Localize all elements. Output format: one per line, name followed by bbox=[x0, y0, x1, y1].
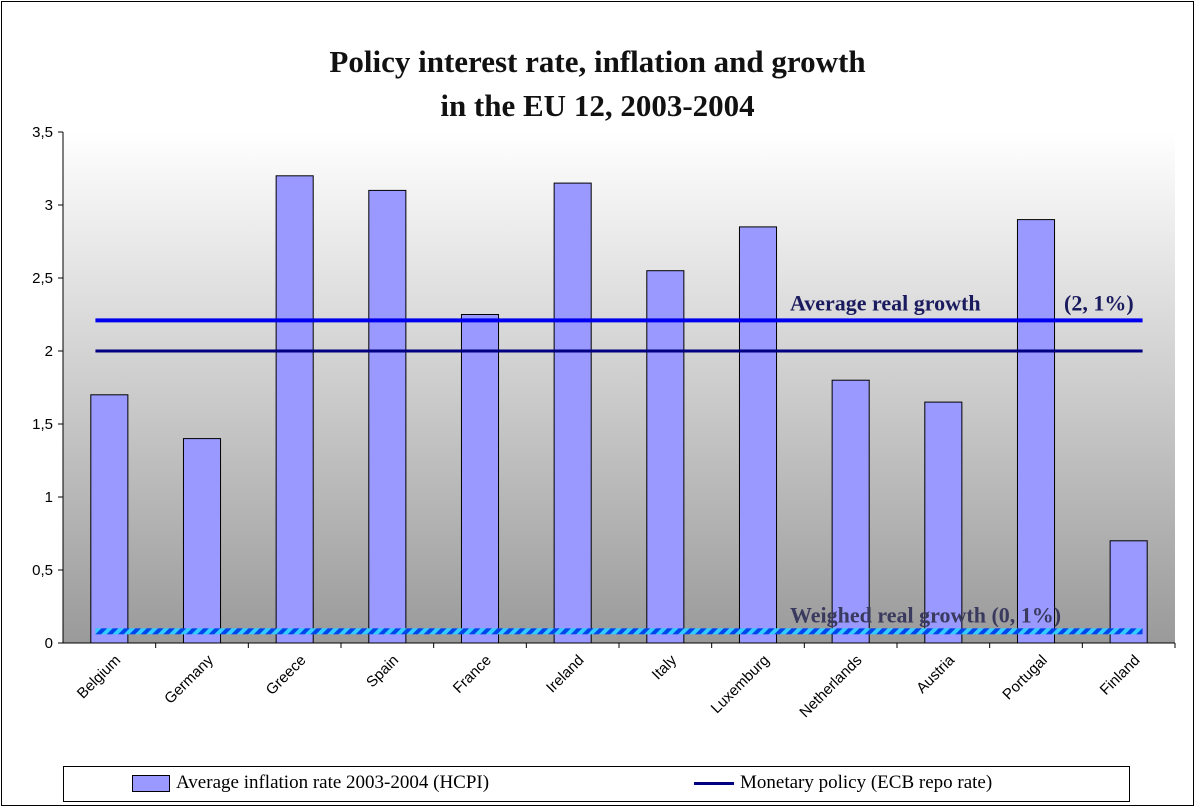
legend-label-inflation: Average inflation rate 2003-2004 (HCPI) bbox=[176, 772, 490, 793]
x-tick-label: Spain bbox=[363, 652, 402, 691]
legend-swatch-bar bbox=[132, 774, 170, 792]
y-tick-label: 0,5 bbox=[32, 562, 53, 579]
bar-portugal bbox=[1016, 219, 1056, 644]
average-real-growth-value: (2, 1%) bbox=[1064, 290, 1134, 315]
weighed-real-growth-label: Weighed real growth (0, 1%) bbox=[790, 602, 1061, 627]
chart-title-line-2: in the EU 12, 2003-2004 bbox=[440, 88, 755, 123]
bar-netherlands bbox=[831, 379, 870, 644]
x-tick-label: France bbox=[450, 652, 495, 697]
x-tick-label: Netherlands bbox=[796, 652, 865, 721]
x-tick-label: Italy bbox=[649, 651, 681, 683]
bar-belgium bbox=[90, 394, 129, 644]
y-tick-label: 2,5 bbox=[32, 270, 53, 287]
bar-france bbox=[460, 314, 500, 644]
bar-greece bbox=[275, 175, 314, 644]
bar-luxemburg bbox=[738, 226, 778, 644]
y-tick-label: 3 bbox=[45, 197, 53, 214]
legend: Average inflation rate 2003-2004 (HCPI) … bbox=[63, 766, 1130, 802]
bar-finland bbox=[1109, 540, 1148, 644]
bar-spain bbox=[368, 189, 407, 644]
x-tick-label: Ireland bbox=[543, 652, 587, 696]
plot-area bbox=[63, 132, 1175, 643]
y-tick-label: 0 bbox=[45, 635, 53, 652]
x-tick-label: Germany bbox=[161, 651, 217, 707]
chart-title-line-1: Policy interest rate, inflation and grow… bbox=[329, 44, 866, 79]
bar-germany bbox=[182, 438, 222, 644]
y-tick-label: 3,5 bbox=[32, 124, 53, 141]
legend-item-ecb: Monetary policy (ECB repo rate) bbox=[694, 772, 992, 794]
x-tick-label: Greece bbox=[263, 652, 310, 699]
y-tick-label: 2 bbox=[45, 343, 53, 360]
bar-austria bbox=[924, 401, 963, 644]
legend-item-inflation: Average inflation rate 2003-2004 (HCPI) bbox=[132, 772, 489, 794]
x-tick-label: Austria bbox=[913, 651, 958, 696]
x-tick-label: Belgium bbox=[74, 652, 124, 702]
average-real-growth-label: Average real growth bbox=[790, 290, 981, 315]
x-tick-label: Finland bbox=[1097, 652, 1144, 699]
bar-ireland bbox=[553, 182, 592, 644]
y-tick-label: 1,5 bbox=[32, 416, 53, 433]
x-tick-label: Portugal bbox=[999, 652, 1051, 704]
x-tick-label: Luxemburg bbox=[708, 652, 773, 717]
legend-label-ecb: Monetary policy (ECB repo rate) bbox=[740, 772, 993, 793]
y-tick-label: 1 bbox=[45, 489, 53, 506]
weighed-real-growth-line bbox=[95, 628, 1143, 635]
legend-swatch-line bbox=[694, 781, 734, 785]
chart-title: Policy interest rate, inflation and grow… bbox=[0, 40, 1195, 128]
bar-italy bbox=[646, 270, 685, 644]
